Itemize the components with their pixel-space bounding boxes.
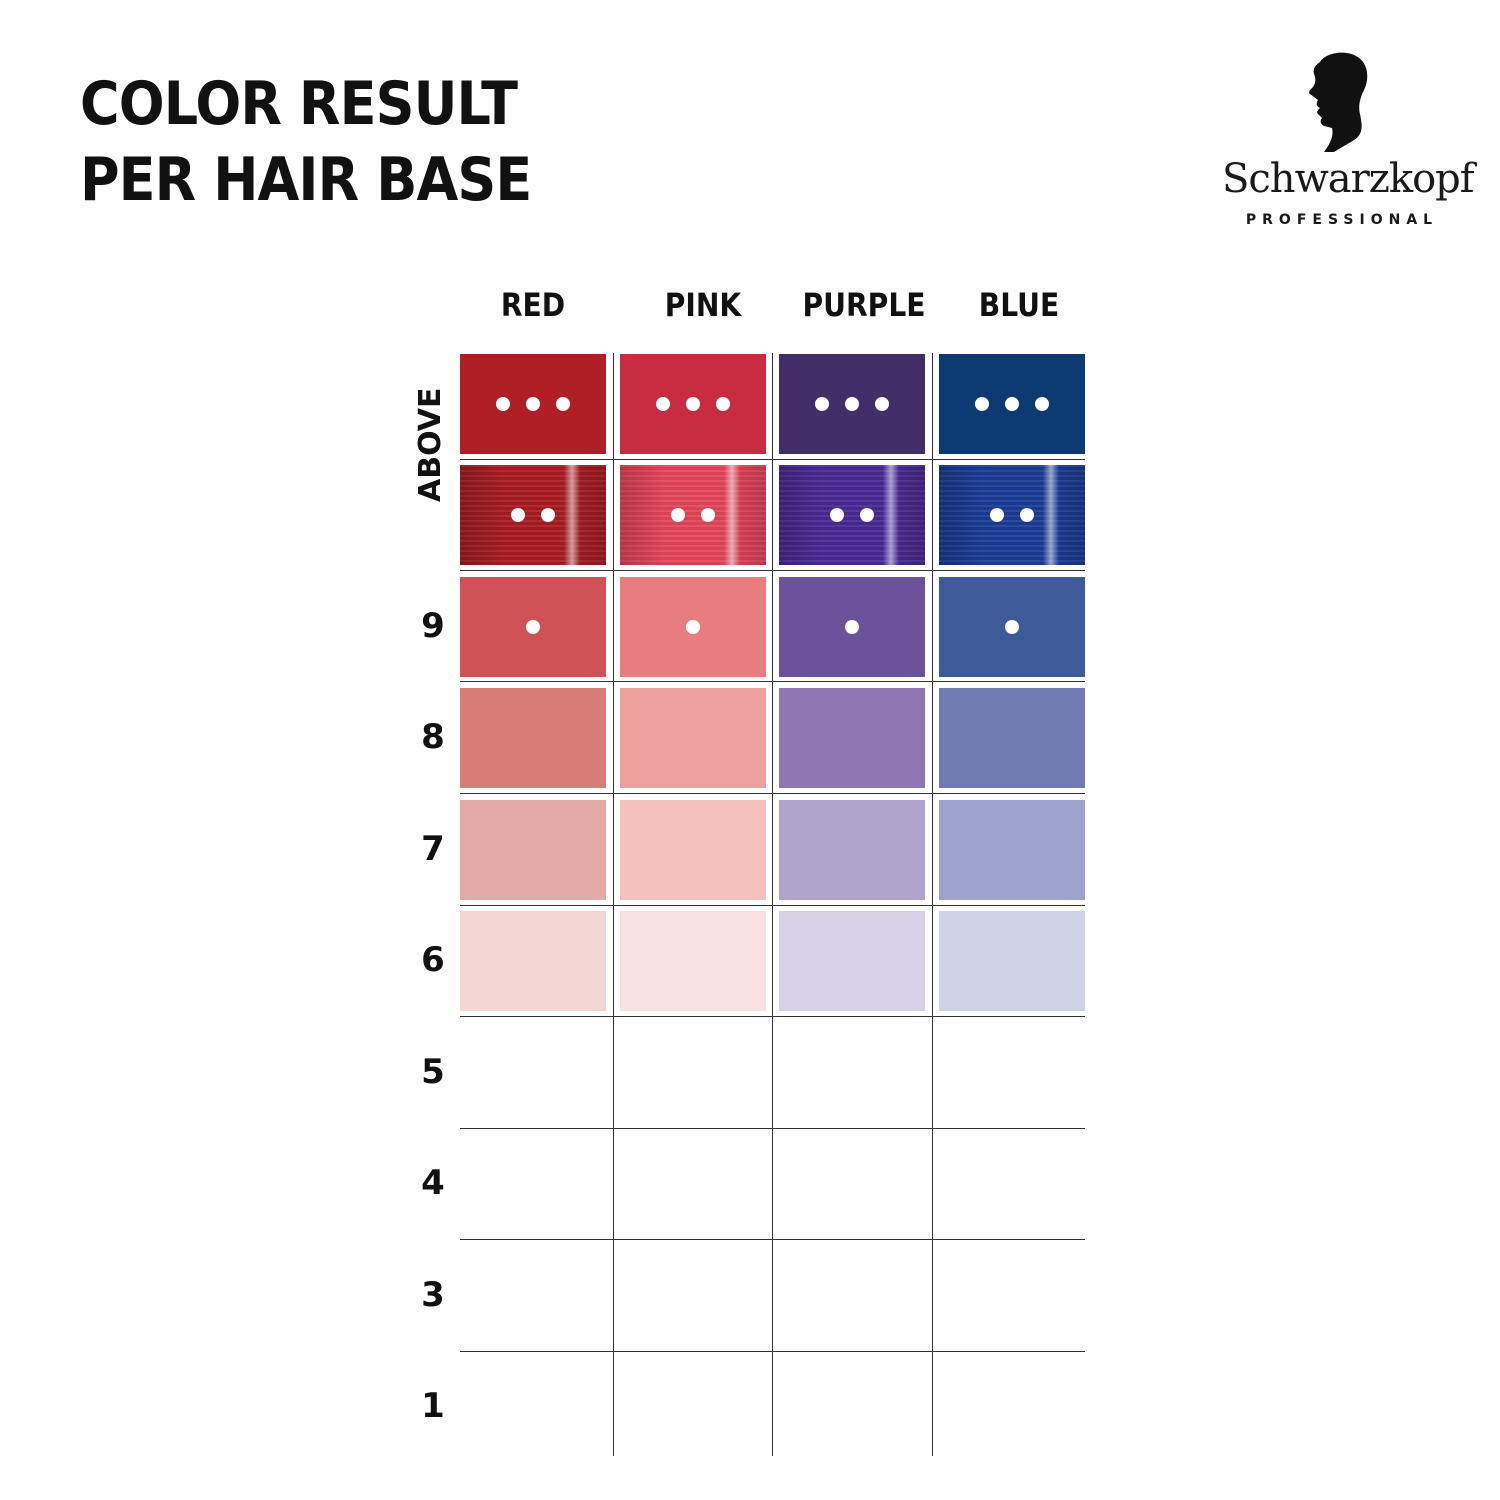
intensity-dot	[556, 397, 570, 411]
intensity-dots	[620, 354, 766, 454]
intensity-dot	[815, 397, 829, 411]
color-swatch-pink	[620, 577, 766, 677]
color-swatch-purple	[779, 911, 925, 1011]
color-swatch-red	[460, 465, 606, 565]
grid-divider-horizontal	[460, 1016, 1085, 1017]
color-swatch-pink	[620, 688, 766, 788]
intensity-dot	[845, 397, 859, 411]
intensity-dot	[716, 397, 730, 411]
grid-divider-horizontal	[460, 570, 1085, 571]
intensity-dot	[526, 620, 540, 634]
hair-highlight-streak	[1043, 465, 1059, 565]
intensity-dot	[541, 508, 555, 522]
color-swatch-pink	[620, 465, 766, 565]
hair-highlight-streak	[883, 465, 899, 565]
brand-name: Schwarzkopf	[1222, 156, 1475, 202]
row-group-label-above: ABOVE	[413, 387, 448, 503]
intensity-dot	[1035, 397, 1049, 411]
hair-highlight-streak	[724, 465, 740, 565]
brand-subtitle: PROFESSIONAL	[1245, 212, 1439, 228]
color-swatch-blue	[939, 465, 1085, 565]
intensity-dot	[1020, 508, 1034, 522]
column-header-blue: BLUE	[978, 286, 1060, 324]
intensity-dots	[779, 465, 925, 565]
intensity-dots	[939, 354, 1085, 454]
intensity-dot	[1005, 620, 1019, 634]
intensity-dot	[496, 397, 510, 411]
intensity-dot	[656, 397, 670, 411]
intensity-dot	[875, 397, 889, 411]
intensity-dots	[779, 577, 925, 677]
intensity-dot	[1005, 397, 1019, 411]
silhouette-head-icon	[1309, 52, 1368, 152]
row-label-3: 3	[421, 1275, 445, 1315]
grid-divider-horizontal	[460, 681, 1085, 682]
row-label-9: 9	[421, 606, 445, 646]
grid-divider-horizontal	[460, 905, 1085, 906]
intensity-dot	[845, 620, 859, 634]
intensity-dot	[860, 508, 874, 522]
row-label-8: 8	[421, 717, 445, 757]
page-title: COLOR RESULT PER HAIR BASE	[80, 66, 532, 218]
column-header-purple: PURPLE	[802, 286, 926, 324]
intensity-dot	[701, 508, 715, 522]
grid-divider-vertical	[772, 353, 773, 1456]
intensity-dots	[620, 465, 766, 565]
grid-divider-horizontal	[460, 1351, 1085, 1352]
color-swatch-purple	[779, 354, 925, 454]
color-swatch-red	[460, 911, 606, 1011]
intensity-dots	[460, 465, 606, 565]
grid-divider-horizontal	[460, 1239, 1085, 1240]
grid-divider-vertical	[932, 353, 933, 1456]
grid-divider-horizontal	[460, 459, 1085, 460]
color-swatch-blue	[939, 688, 1085, 788]
intensity-dots	[779, 354, 925, 454]
intensity-dots	[620, 577, 766, 677]
column-header-pink: PINK	[664, 286, 742, 324]
color-swatch-purple	[779, 577, 925, 677]
color-swatch-purple	[779, 465, 925, 565]
intensity-dots	[939, 465, 1085, 565]
intensity-dots	[939, 577, 1085, 677]
color-swatch-pink	[620, 354, 766, 454]
title-line-2: PER HAIR BASE	[80, 145, 532, 215]
title-line-1: COLOR RESULT	[80, 69, 518, 139]
color-swatch-red	[460, 800, 606, 900]
intensity-dots	[460, 354, 606, 454]
intensity-dot	[526, 397, 540, 411]
column-header-red: RED	[500, 286, 566, 324]
intensity-dot	[830, 508, 844, 522]
grid-divider-vertical	[613, 353, 614, 1456]
row-label-4: 4	[421, 1163, 445, 1203]
hair-highlight-streak	[564, 465, 580, 565]
grid-divider-horizontal	[460, 1128, 1085, 1129]
row-label-7: 7	[421, 829, 445, 869]
intensity-dot	[511, 508, 525, 522]
color-swatch-pink	[620, 800, 766, 900]
intensity-dot	[671, 508, 685, 522]
intensity-dot	[686, 620, 700, 634]
color-swatch-blue	[939, 354, 1085, 454]
color-swatch-purple	[779, 800, 925, 900]
color-swatch-pink	[620, 911, 766, 1011]
color-swatch-red	[460, 688, 606, 788]
grid-divider-horizontal	[460, 793, 1085, 794]
intensity-dot	[975, 397, 989, 411]
color-swatch-red	[460, 577, 606, 677]
intensity-dot	[686, 397, 700, 411]
intensity-dot	[990, 508, 1004, 522]
color-swatch-blue	[939, 911, 1085, 1011]
color-swatch-blue	[939, 800, 1085, 900]
row-label-5: 5	[421, 1052, 445, 1092]
row-label-1: 1	[421, 1386, 445, 1426]
row-label-6: 6	[421, 940, 445, 980]
color-swatch-purple	[779, 688, 925, 788]
intensity-dots	[460, 577, 606, 677]
color-swatch-red	[460, 354, 606, 454]
brand-logo: Schwarzkopf PROFESSIONAL	[1210, 48, 1475, 238]
color-swatch-blue	[939, 577, 1085, 677]
